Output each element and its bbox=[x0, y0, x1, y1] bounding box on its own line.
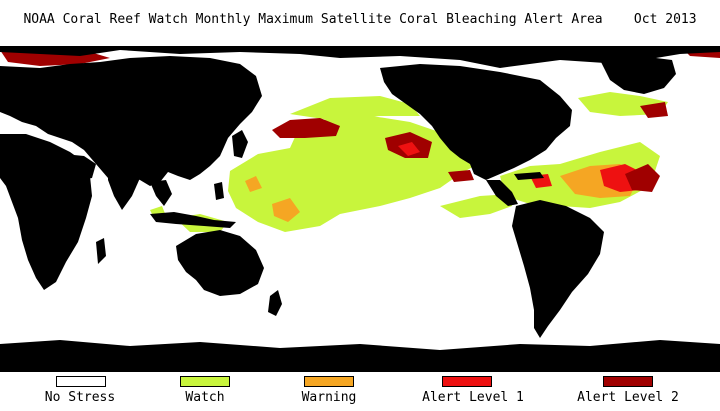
legend-swatch-alert-level-2 bbox=[603, 376, 653, 387]
land-south-america bbox=[512, 200, 604, 338]
legend-label-no-stress: No Stress bbox=[44, 390, 116, 405]
land-indonesia bbox=[150, 212, 236, 228]
land-arabia bbox=[64, 154, 96, 180]
land-southeast-asia bbox=[150, 180, 172, 206]
legend-swatch-watch bbox=[180, 376, 230, 387]
legend-swatch-warning bbox=[304, 376, 354, 387]
west-pacific-warning-2 bbox=[245, 176, 262, 192]
land-australia bbox=[176, 230, 264, 296]
land-philippines bbox=[214, 182, 224, 200]
land-antarctica bbox=[0, 340, 720, 372]
map-title: NOAA Coral Reef Watch Monthly Maximum Sa… bbox=[23, 12, 697, 27]
land-central-america bbox=[486, 180, 518, 206]
legend-item-no-stress: No Stress bbox=[40, 376, 120, 408]
land-new-zealand bbox=[268, 290, 282, 316]
land-japan bbox=[232, 130, 248, 158]
pacific-north-watch bbox=[290, 96, 420, 120]
north-pacific-alert-2 bbox=[272, 118, 340, 138]
legend-item-alert-level-2: Alert Level 2 bbox=[577, 376, 679, 408]
legend-swatch-alert-level-1 bbox=[442, 376, 492, 387]
legend-item-watch: Watch bbox=[165, 376, 245, 408]
land-north-america bbox=[380, 64, 572, 180]
north-pacific-alert-1 bbox=[398, 142, 420, 156]
land-africa bbox=[0, 134, 92, 290]
land-madagascar bbox=[96, 238, 106, 264]
legend-item-alert-level-1: Alert Level 1 bbox=[422, 376, 524, 408]
land-cuba bbox=[514, 172, 544, 180]
land-masses bbox=[0, 46, 720, 372]
west-pacific-warning bbox=[272, 198, 300, 222]
legend-item-warning: Warning bbox=[289, 376, 369, 408]
legend-label-alert-level-2: Alert Level 2 bbox=[577, 390, 679, 405]
land-india bbox=[108, 166, 140, 210]
legend-label-alert-level-1: Alert Level 1 bbox=[422, 390, 524, 405]
legend-label-warning: Warning bbox=[301, 390, 357, 405]
atlantic-alert-2 bbox=[625, 164, 660, 192]
land-eurasia bbox=[0, 56, 262, 186]
east-pacific-watch bbox=[440, 194, 512, 218]
legend-swatch-no-stress bbox=[56, 376, 106, 387]
bleaching-alert-map bbox=[0, 46, 720, 372]
north-atlantic-alert-2 bbox=[640, 102, 668, 118]
land-greenland bbox=[600, 56, 676, 94]
legend-label-watch: Watch bbox=[185, 390, 225, 405]
land-arctic bbox=[0, 46, 720, 68]
caribbean-alert-2 bbox=[448, 170, 474, 182]
